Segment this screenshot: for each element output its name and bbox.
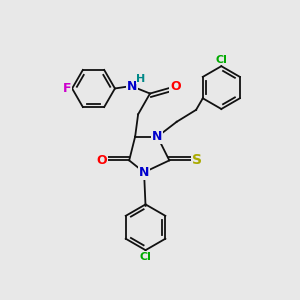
Text: Cl: Cl [215, 55, 227, 64]
Text: O: O [170, 80, 181, 93]
Text: S: S [192, 153, 202, 167]
Text: Cl: Cl [140, 252, 152, 262]
Text: N: N [152, 130, 163, 143]
Text: N: N [127, 80, 137, 93]
Text: H: H [136, 74, 146, 84]
Text: N: N [152, 130, 163, 143]
Text: F: F [62, 82, 71, 95]
Text: N: N [139, 166, 149, 179]
Text: O: O [96, 154, 107, 167]
Text: N: N [139, 166, 149, 179]
